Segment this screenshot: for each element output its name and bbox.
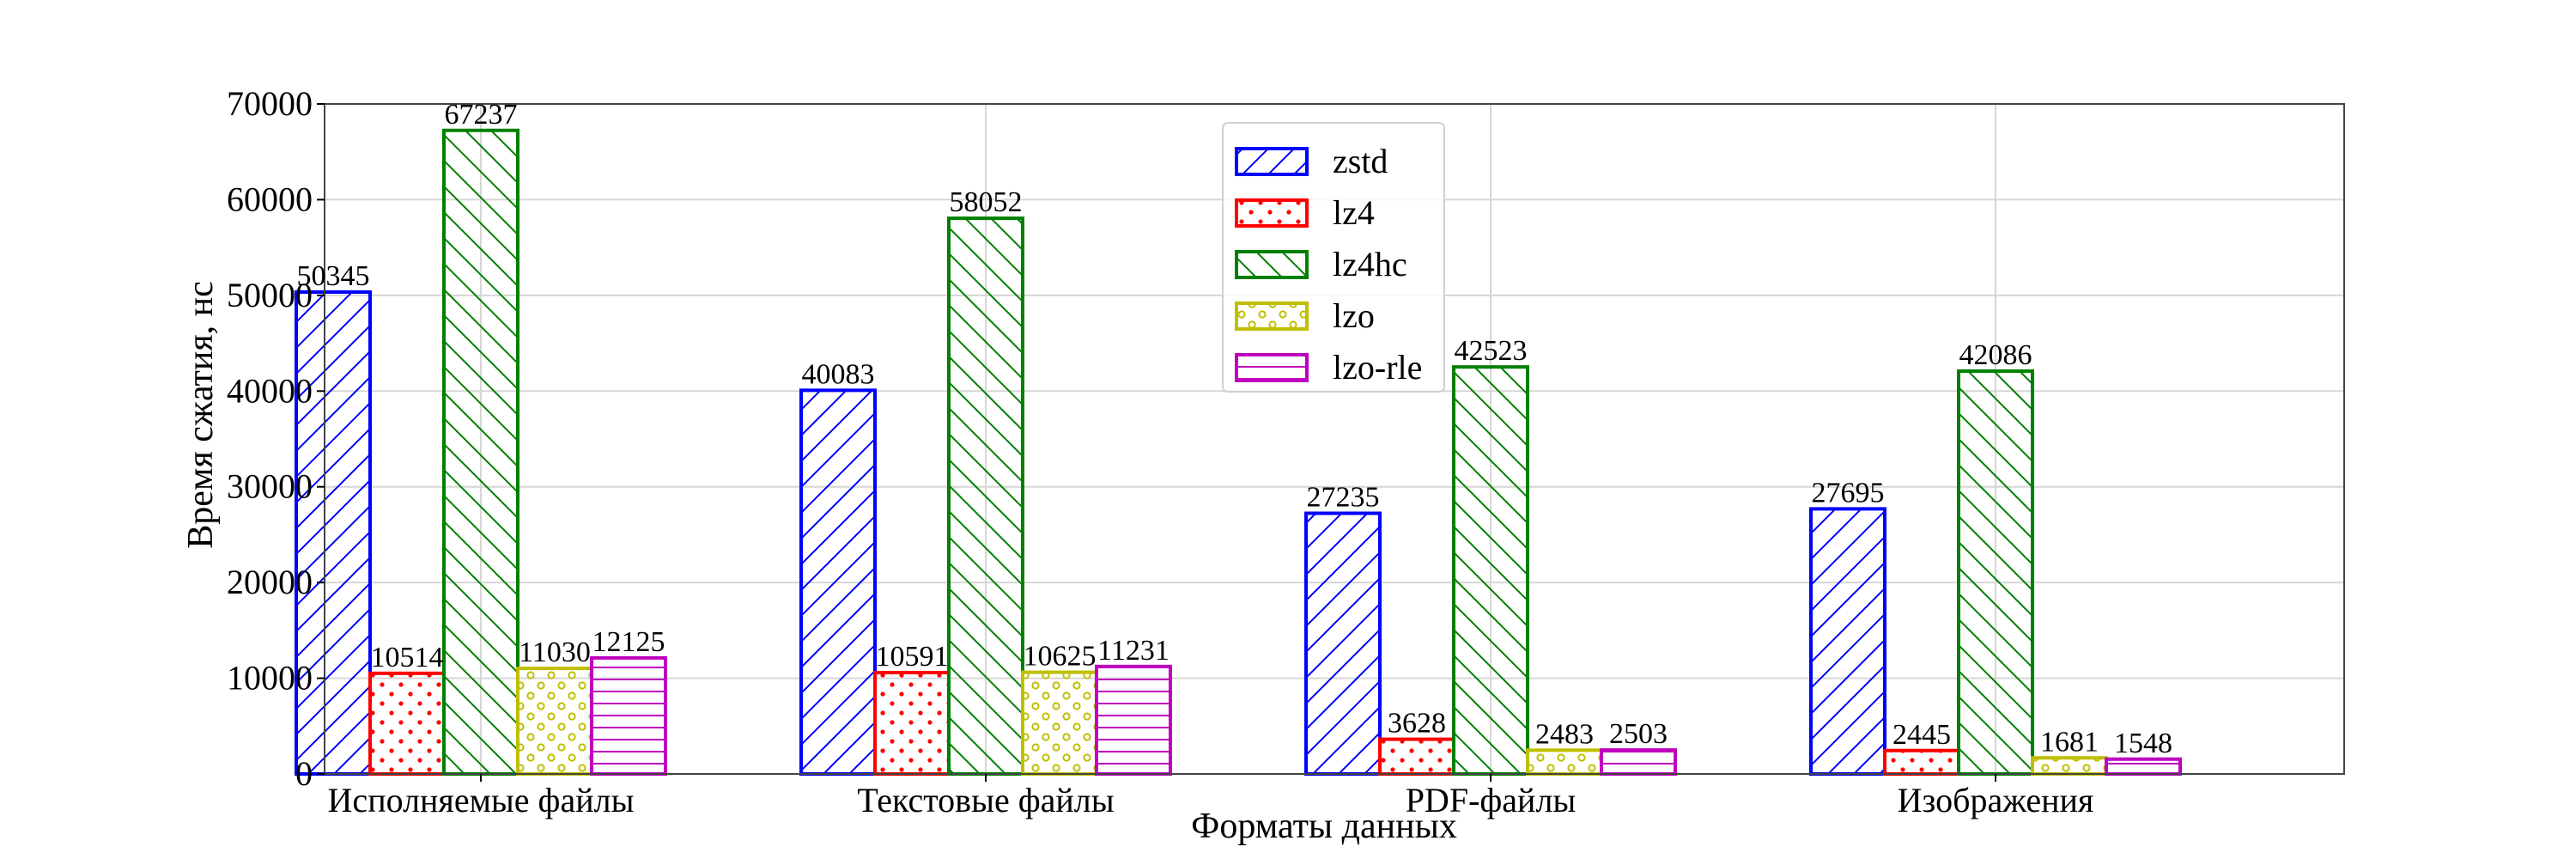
bar-lzo-0 <box>516 667 593 777</box>
y-tick-label: 0 <box>295 754 313 793</box>
bar-lzo-3 <box>2031 756 2108 777</box>
y-tick-label: 70000 <box>227 84 313 123</box>
bar-lz4-3 <box>1883 748 1960 777</box>
x-axis-title: Форматы данных <box>1191 807 1457 846</box>
bar-lz4hc-1 <box>947 216 1024 776</box>
x-axis-ticks: Исполняемые файлы Текстовые файлы PDF-файл… <box>328 774 2094 819</box>
bar-zstd-2 <box>1304 511 1382 776</box>
x-tick-label: Изображения <box>1898 781 2094 819</box>
data-label-lzo-2: 2483 <box>1535 718 1594 750</box>
y-tick-label: 10000 <box>227 659 313 698</box>
x-tick-label: PDF-файлы <box>1406 781 1577 819</box>
bar-lzo-1 <box>1021 670 1098 776</box>
x-tick-label: Исполняемые файлы <box>328 781 635 819</box>
data-label-lzo-rle-1: 11231 <box>1097 635 1170 667</box>
data-label-zstd-1: 40083 <box>802 358 875 390</box>
bar-lzo-rle-3 <box>2105 757 2182 776</box>
x-tick-label: Текстовые файлы <box>857 781 1114 819</box>
data-label-lz4hc-3: 42086 <box>1959 339 2032 371</box>
legend-swatch-lzo <box>1235 302 1309 331</box>
bar-lzo-2 <box>1526 748 1603 776</box>
data-label-lz4-0: 10514 <box>371 642 444 673</box>
bar-lz4-0 <box>368 671 446 776</box>
bar-lz4hc-2 <box>1452 365 1529 776</box>
legend-label-lzo: lzo <box>1333 296 1375 335</box>
legend-swatch-zstd <box>1235 147 1309 176</box>
bars <box>295 128 2182 777</box>
y-tick-label: 50000 <box>227 276 313 314</box>
data-label-zstd-3: 27695 <box>1812 477 1885 509</box>
legend-swatch-lz4hc <box>1235 250 1309 279</box>
y-tick-label: 20000 <box>227 563 313 601</box>
legend-swatch-lzo-rle <box>1235 353 1309 382</box>
data-label-lzo-rle-0: 12125 <box>592 626 665 658</box>
y-tick-label: 30000 <box>227 467 313 506</box>
data-label-zstd-0: 50345 <box>297 260 370 292</box>
y-tick-label: 60000 <box>227 180 313 218</box>
legend: zstd lz4 lz4hc lzo lzo-rle <box>1222 122 1445 393</box>
data-label-lzo-rle-2: 2503 <box>1609 718 1668 750</box>
data-label-lzo-rle-3: 1548 <box>2114 728 2172 759</box>
data-label-lz4-1: 10591 <box>876 641 949 673</box>
y-tick-label: 40000 <box>227 371 313 410</box>
data-labels: 50345 10514 67237 11030 12125 40083 10591 58052… <box>297 99 2173 759</box>
data-label-zstd-2: 27235 <box>1307 482 1380 514</box>
bar-lzo-rle-2 <box>1600 748 1677 777</box>
plot-frame <box>324 103 2345 775</box>
bar-lzo-rle-0 <box>590 655 667 777</box>
data-label-lz4-3: 2445 <box>1893 719 1951 751</box>
bar-zstd-3 <box>1809 507 1886 776</box>
bar-lzo-rle-1 <box>1095 664 1172 776</box>
y-axis-ticks: 0 10000 20000 30000 40000 50000 60000 70000 <box>227 84 325 793</box>
data-label-lz4hc-1: 58052 <box>950 186 1023 218</box>
legend-label-lzo-rle: lzo-rle <box>1333 348 1422 387</box>
data-label-lz4hc-0: 67237 <box>445 99 518 131</box>
bar-zstd-0 <box>295 290 372 776</box>
bar-lz4hc-3 <box>1957 369 2034 776</box>
legend-label-zstd: zstd <box>1333 142 1388 180</box>
data-label-lz4-2: 3628 <box>1388 708 1446 740</box>
data-label-lzo-3: 1681 <box>2040 726 2099 758</box>
legend-swatch-lz4 <box>1235 198 1309 228</box>
bar-lz4hc-0 <box>442 128 519 776</box>
y-axis-title: Время сжатия, нс <box>181 281 221 549</box>
bar-zstd-1 <box>799 388 877 776</box>
legend-label-lz4: lz4 <box>1333 193 1375 232</box>
plot-border <box>324 103 2345 775</box>
data-label-lzo-0: 11030 <box>519 637 591 668</box>
bar-lz4-2 <box>1378 737 1455 777</box>
bar-lz4-1 <box>873 670 951 777</box>
data-label-lz4hc-2: 42523 <box>1455 335 1528 367</box>
legend-label-lz4hc: lz4hc <box>1333 245 1407 283</box>
data-label-lzo-1: 10625 <box>1024 641 1097 673</box>
